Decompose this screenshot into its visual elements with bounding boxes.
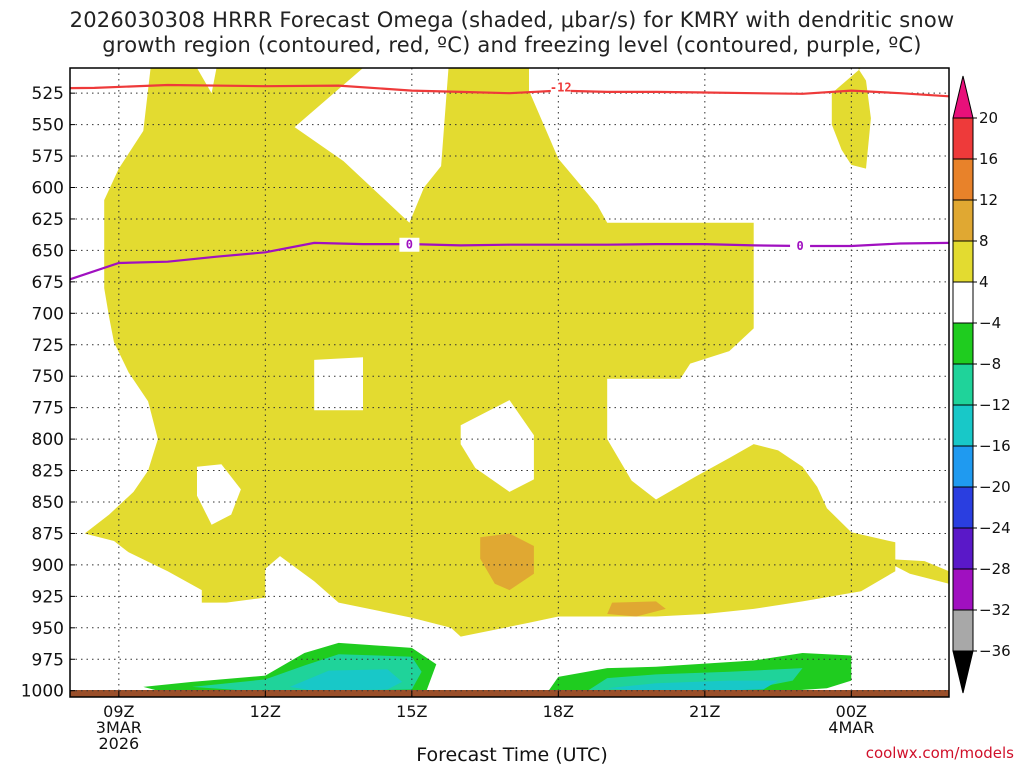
colorbar-label-3: 8 bbox=[979, 232, 989, 250]
y-tick-label-950: 950 bbox=[32, 619, 64, 639]
x-tick-label-15Z: 15Z bbox=[396, 702, 427, 721]
colorbar-label-4: 4 bbox=[979, 273, 989, 291]
chart-title-line-2: growth region (contoured, red, ºC) and f… bbox=[102, 33, 922, 57]
y-tick-label-675: 675 bbox=[32, 273, 64, 293]
omega-hole-1 bbox=[460, 400, 534, 492]
contour-label-bg-1-1 bbox=[790, 239, 811, 254]
x-tick-label-12Z: 12Z bbox=[250, 702, 281, 721]
colorbar-bottom-triangle bbox=[952, 650, 974, 694]
colorbar-top-triangle bbox=[952, 75, 974, 119]
y-tick-label-550: 550 bbox=[32, 116, 64, 136]
omega-region-0 bbox=[84, 68, 896, 637]
colorbar-label-6: −8 bbox=[979, 355, 1001, 373]
colorbar-bin-7 bbox=[952, 404, 974, 447]
y-tick-label-525: 525 bbox=[32, 84, 64, 104]
y-tick-label-1000: 1000 bbox=[21, 682, 64, 702]
colorbar-bin-9 bbox=[952, 486, 974, 529]
colorbar-label-0: 20 bbox=[979, 109, 998, 127]
y-tick-label-800: 800 bbox=[32, 430, 64, 450]
colorbar-bin-11 bbox=[952, 568, 974, 611]
y-tick-label-775: 775 bbox=[32, 399, 64, 419]
y-tick-label-975: 975 bbox=[32, 650, 64, 670]
colorbar-label-10: −24 bbox=[979, 519, 1011, 537]
y-tick-label-900: 900 bbox=[32, 556, 64, 576]
colorbar-bin-3 bbox=[952, 240, 974, 283]
colorbar-bin-10 bbox=[952, 527, 974, 570]
contour-label-0-0: -12 bbox=[550, 80, 572, 94]
omega-hole-2 bbox=[197, 464, 241, 525]
y-tick-label-850: 850 bbox=[32, 493, 64, 513]
y-tick-label-575: 575 bbox=[32, 147, 64, 167]
colorbar-label-2: 12 bbox=[979, 191, 998, 209]
colorbar-bin-8 bbox=[952, 445, 974, 488]
colorbar-label-12: −32 bbox=[979, 601, 1011, 619]
source-credit[interactable]: coolwx.com/models bbox=[865, 744, 1014, 762]
colorbar-bin-0 bbox=[952, 117, 974, 160]
colorbar-bin-4 bbox=[952, 281, 974, 324]
omega-region-2 bbox=[880, 558, 949, 609]
x-tick-label-3MAR: 3MAR bbox=[96, 718, 142, 737]
omega-region-10 bbox=[607, 680, 779, 692]
x-tick-label-09Z: 09Z bbox=[103, 702, 134, 721]
colorbar-bin-12 bbox=[952, 609, 974, 652]
chart-title-line-1: 2026030308 HRRR Forecast Omega (shaded, … bbox=[69, 8, 955, 32]
colorbar-bin-6 bbox=[952, 363, 974, 406]
x-tick-label-00Z: 00Z bbox=[836, 702, 867, 721]
contour-label-bg-0-0 bbox=[550, 80, 571, 95]
colorbar-label-13: −36 bbox=[979, 642, 1011, 660]
colorbar-bin-2 bbox=[952, 199, 974, 242]
colorbar-bin-1 bbox=[952, 158, 974, 201]
x-tick-label-18Z: 18Z bbox=[543, 702, 574, 721]
omega-region-3 bbox=[480, 533, 534, 591]
y-tick-label-725: 725 bbox=[32, 336, 64, 356]
y-tick-label-750: 750 bbox=[32, 367, 64, 387]
omega-region-9 bbox=[289, 669, 403, 691]
x-tick-label-2026: 2026 bbox=[98, 734, 139, 753]
x-tick-label-21Z: 21Z bbox=[689, 702, 720, 721]
colorbar-label-7: −12 bbox=[979, 396, 1011, 414]
contour-label-1-0: 0 bbox=[406, 238, 413, 252]
x-axis-title: Forecast Time (UTC) bbox=[416, 744, 608, 766]
colorbar-label-8: −16 bbox=[979, 437, 1011, 455]
x-tick-label-4MAR: 4MAR bbox=[828, 718, 874, 737]
plot-frame bbox=[69, 67, 950, 698]
y-tick-label-625: 625 bbox=[32, 210, 64, 230]
y-tick-label-925: 925 bbox=[32, 587, 64, 607]
colorbar-label-11: −28 bbox=[979, 560, 1011, 578]
colorbar-bin-5 bbox=[952, 322, 974, 365]
colorbar-label-9: −20 bbox=[979, 478, 1011, 496]
y-tick-label-650: 650 bbox=[32, 241, 64, 261]
colorbar-label-5: −4 bbox=[979, 314, 1001, 332]
y-tick-label-825: 825 bbox=[32, 462, 64, 482]
plot-area: -12 0 0 bbox=[70, 68, 949, 697]
colorbar-label-1: 16 bbox=[979, 150, 998, 168]
contour-label-1-1: 0 bbox=[796, 239, 803, 253]
omega-hole-0 bbox=[314, 357, 363, 411]
y-tick-label-875: 875 bbox=[32, 524, 64, 544]
ground-strip bbox=[70, 690, 949, 697]
y-tick-label-600: 600 bbox=[32, 179, 64, 199]
omega-region-4 bbox=[607, 601, 666, 617]
y-tick-label-700: 700 bbox=[32, 304, 64, 324]
contour-label-bg-1-0 bbox=[399, 237, 420, 252]
